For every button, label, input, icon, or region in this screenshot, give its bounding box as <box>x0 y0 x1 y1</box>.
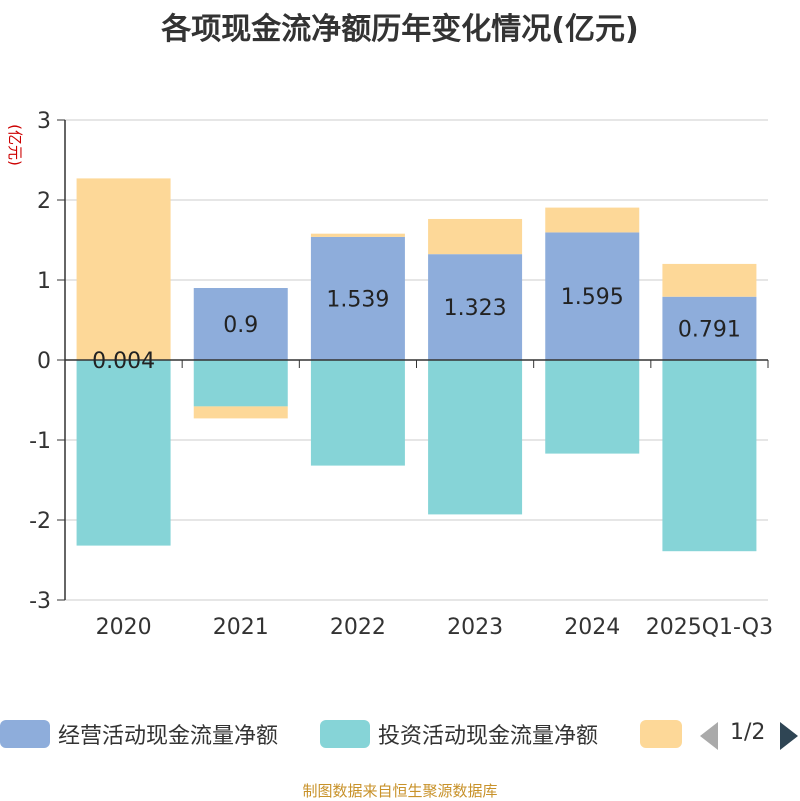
x-tick-label: 2023 <box>447 615 503 640</box>
x-tick-label: 2021 <box>213 615 269 640</box>
legend-swatch-operating <box>0 720 50 748</box>
y-tick-label: -2 <box>29 509 51 534</box>
data-label: 0.9 <box>223 313 258 338</box>
y-tick-label: 3 <box>37 109 51 134</box>
data-label: 0.004 <box>92 349 155 374</box>
legend: 经营活动现金流量净额 投资活动现金流量净额 1/2 <box>0 716 800 756</box>
bar-3-2021[interactable] <box>193 406 288 419</box>
data-label: 1.595 <box>561 285 624 310</box>
legend-item-operating[interactable]: 经营活动现金流量净额 <box>0 718 278 750</box>
bar-3-2022[interactable] <box>310 233 405 237</box>
legend-item-investing[interactable]: 投资活动现金流量净额 <box>320 718 598 750</box>
x-tick-label: 2025Q1-Q3 <box>646 615 773 640</box>
x-tick-label: 2022 <box>330 615 386 640</box>
y-tick-label: -1 <box>29 429 51 454</box>
bar-3-2024[interactable] <box>545 207 640 233</box>
pager-prev-icon[interactable] <box>700 722 718 750</box>
legend-label-operating: 经营活动现金流量净额 <box>58 724 279 749</box>
bar-1-2023[interactable] <box>428 254 523 360</box>
pager-text: 1/2 <box>730 720 766 745</box>
bar-1-2022[interactable] <box>310 236 405 360</box>
legend-swatch-financing <box>640 720 682 748</box>
bar-2-2023[interactable] <box>428 360 523 515</box>
legend-label-investing: 投资活动现金流量净额 <box>378 724 599 749</box>
chart-title: 各项现金流净额历年变化情况(亿元) <box>161 12 639 47</box>
y-tick-label: 2 <box>37 189 51 214</box>
data-label: 1.323 <box>444 296 507 321</box>
bar-1-2021[interactable] <box>193 288 288 360</box>
bar-1-2025Q1-Q3[interactable] <box>662 296 757 360</box>
y-axis-label: (亿元) <box>6 124 24 166</box>
legend-swatch-investing <box>320 720 370 748</box>
bar-2-2020[interactable] <box>76 360 171 546</box>
data-label: 1.539 <box>326 287 389 312</box>
bar-2-2022[interactable] <box>310 360 405 466</box>
pager-next-icon[interactable] <box>780 722 798 750</box>
x-tick-label: 2020 <box>96 615 152 640</box>
bar-2-2021[interactable] <box>193 360 288 407</box>
bar-3-2025Q1-Q3[interactable] <box>662 263 757 297</box>
x-tick-label: 2024 <box>564 615 620 640</box>
y-tick-label: 1 <box>37 269 51 294</box>
y-tick-label: 0 <box>37 349 51 374</box>
bars <box>76 178 757 552</box>
bar-3-2023[interactable] <box>428 218 523 255</box>
legend-item-financing[interactable] <box>640 718 682 750</box>
axes: 3 2 1 0 -1 -2 -3 2020 2021 2022 2023 2024 2025Q1-Q3 <box>29 109 773 640</box>
data-labels: 0.004 0.9 1.539 1.323 1.595 0.791 <box>92 285 741 374</box>
y-tick-label: -3 <box>29 589 51 614</box>
bar-2-2024[interactable] <box>545 360 640 454</box>
bar-2-2025Q1-Q3[interactable] <box>662 360 757 552</box>
bar-3-2020[interactable] <box>76 178 171 360</box>
bar-1-2024[interactable] <box>545 232 640 360</box>
data-label: 0.791 <box>678 317 741 342</box>
source-note: 制图数据来自恒生聚源数据库 <box>302 782 498 800</box>
